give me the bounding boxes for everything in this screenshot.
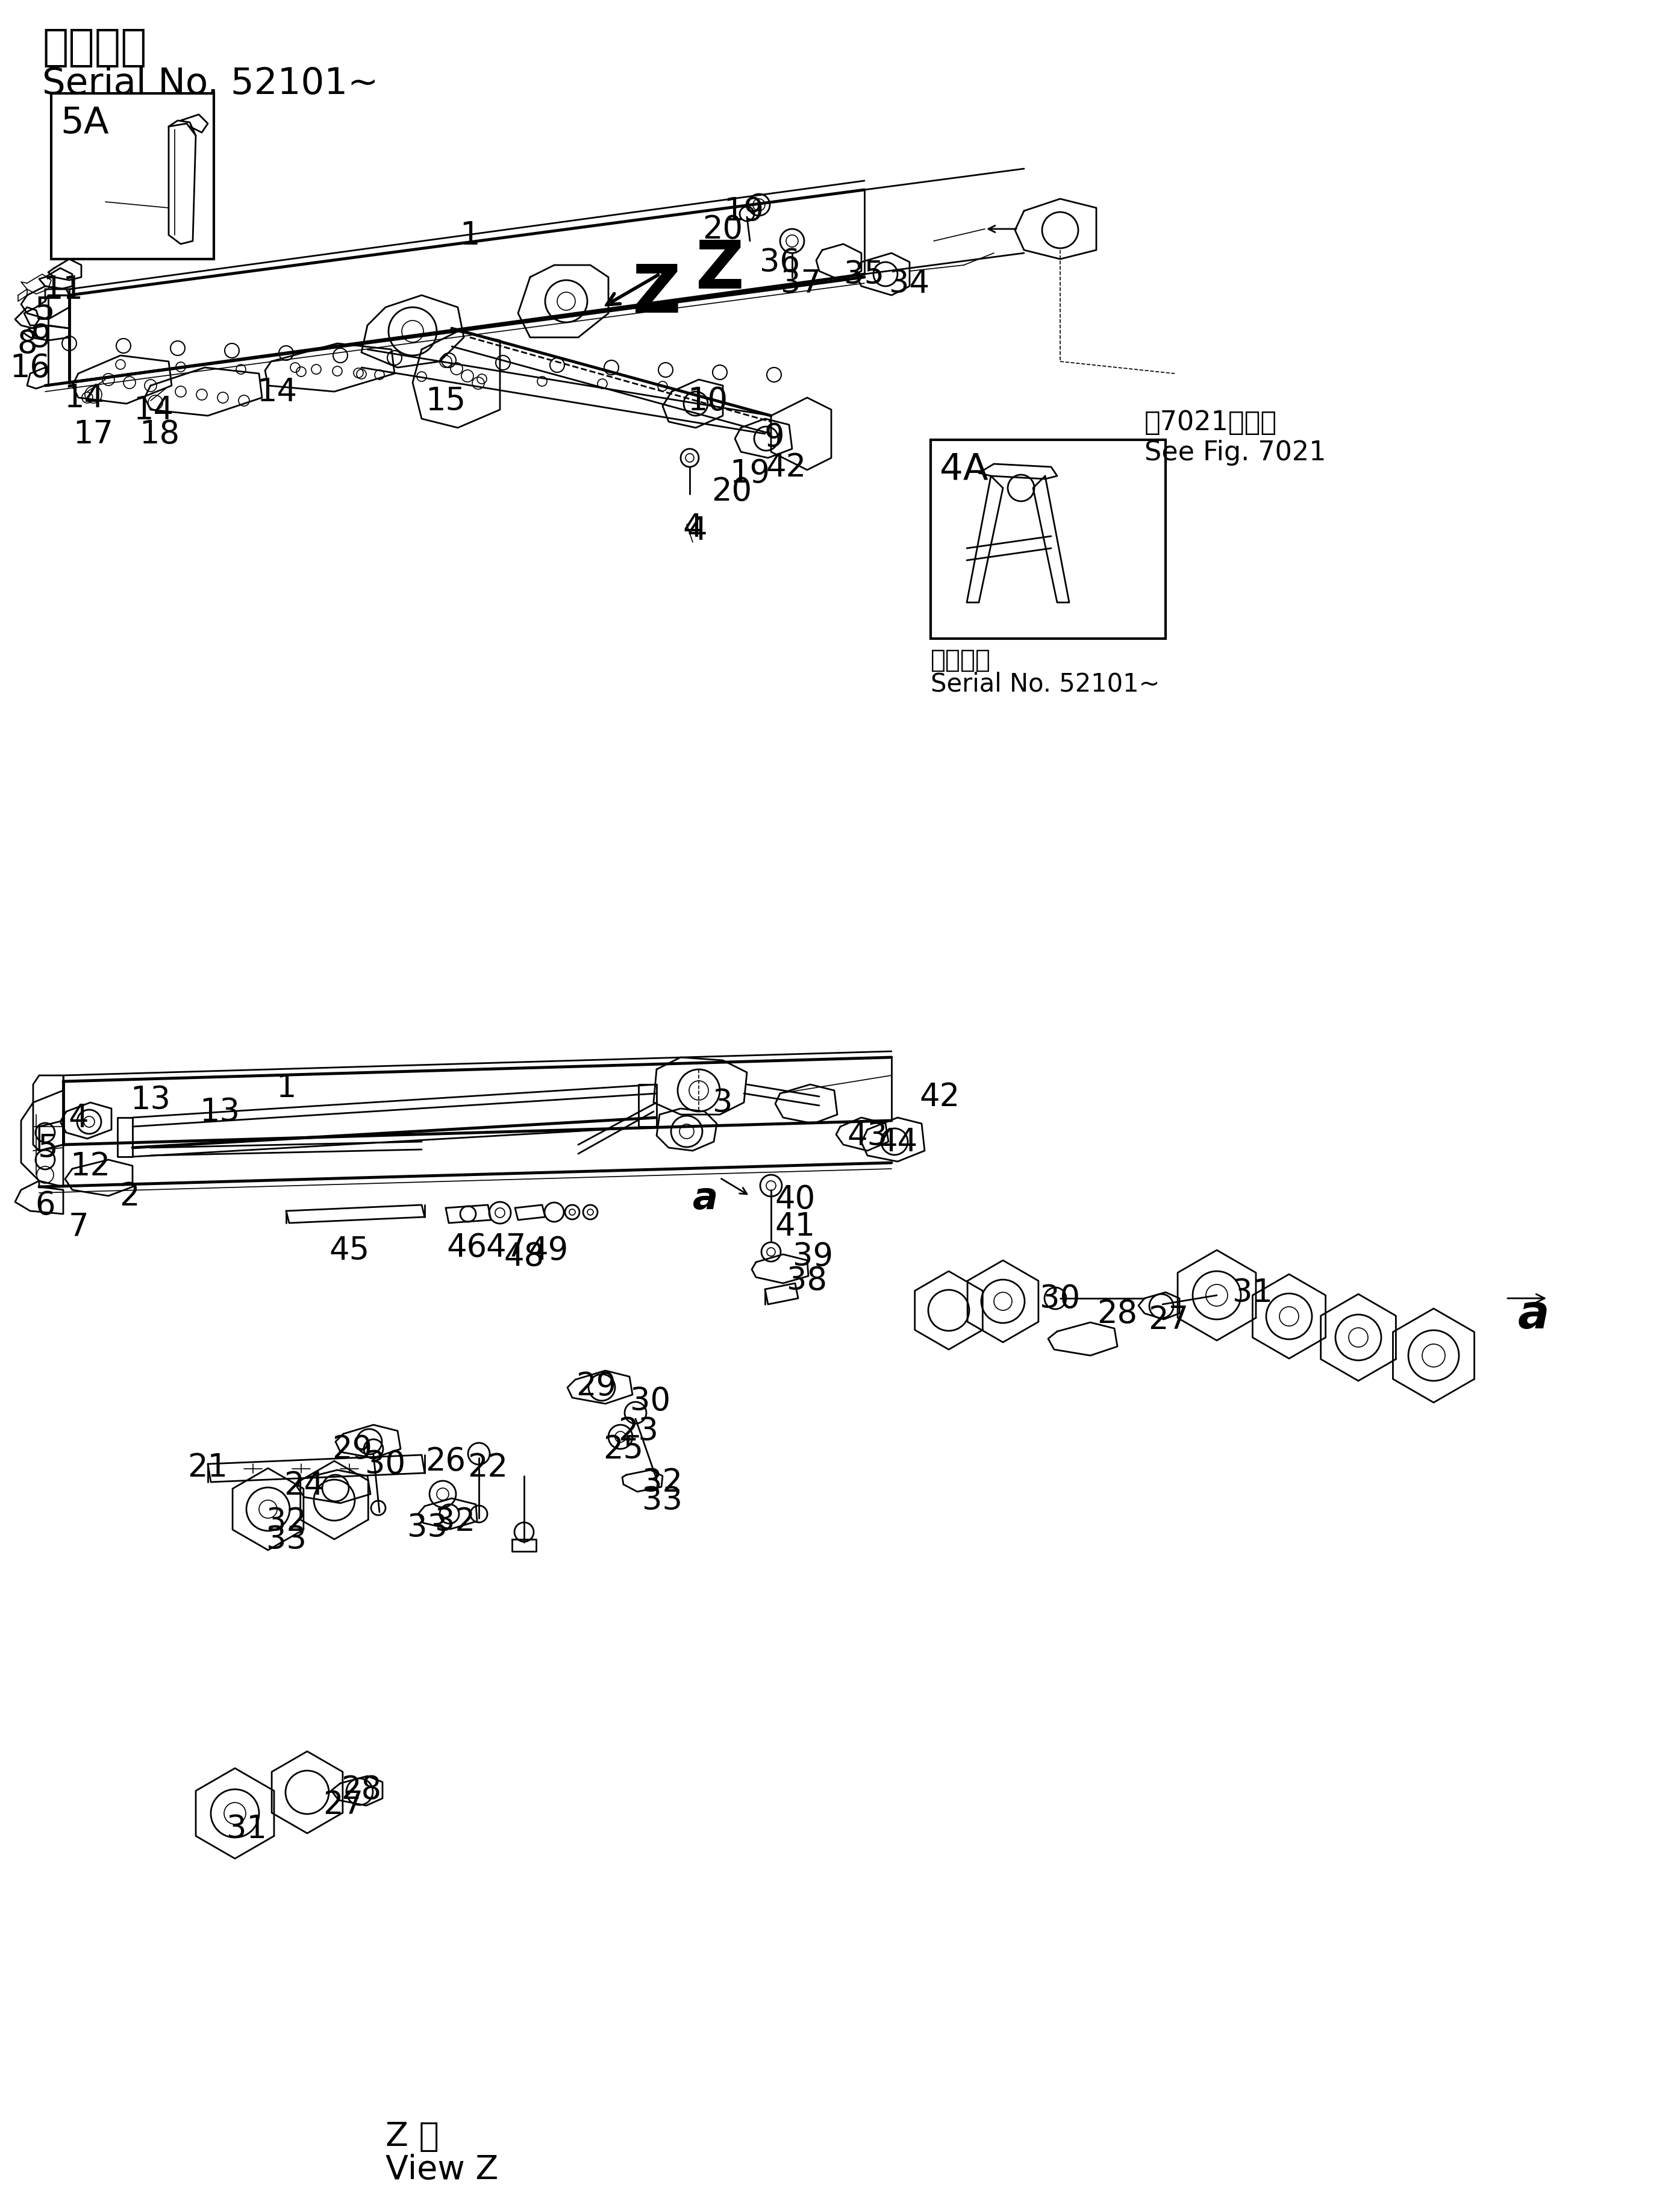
Text: 37: 37 [781,267,822,300]
Text: 1: 1 [276,1073,296,1104]
Text: 32: 32 [435,1506,475,1537]
Text: 31: 31 [227,1813,267,1844]
Text: 20: 20 [712,477,753,508]
Text: Z: Z [632,263,680,327]
Text: 27: 27 [1149,1305,1189,1336]
Text: View Z: View Z [385,2153,499,2186]
Text: 10: 10 [687,386,727,417]
Text: a: a [692,1181,717,1217]
Text: 16: 16 [10,353,50,384]
Text: Serial No. 52101~: Serial No. 52101~ [931,671,1159,698]
Text: 35: 35 [843,258,885,291]
Text: 29: 29 [576,1371,617,1402]
Text: 17: 17 [74,420,114,450]
Text: 28: 28 [341,1775,381,1806]
Bar [931,439,1166,638]
Text: 4: 4 [687,514,707,545]
Text: 適用号機: 適用号機 [42,26,146,68]
Text: 43: 43 [847,1122,887,1153]
Text: 2: 2 [119,1181,139,1212]
Text: 47: 47 [486,1232,526,1263]
Text: 3: 3 [712,1086,732,1119]
Text: 44: 44 [877,1126,917,1157]
Text: 1: 1 [460,221,480,252]
Text: 26: 26 [425,1446,465,1477]
Text: Z: Z [696,238,744,302]
Text: 12: 12 [71,1150,111,1181]
Text: 5A: 5A [60,106,109,141]
Text: 第7021図参照: 第7021図参照 [1144,411,1277,435]
Text: 13: 13 [200,1097,240,1128]
Text: 30: 30 [365,1448,407,1479]
Text: 14: 14 [64,382,104,413]
Text: 34: 34 [889,267,929,300]
Text: 41: 41 [774,1210,815,1243]
Text: 33: 33 [642,1486,682,1517]
Text: 4A: 4A [939,453,988,488]
Text: 38: 38 [786,1265,827,1296]
Text: 20: 20 [702,214,743,245]
Text: See Fig. 7021: See Fig. 7021 [1144,439,1326,466]
Text: 7: 7 [69,1210,89,1243]
Text: 15: 15 [425,386,465,417]
Text: 30: 30 [630,1387,670,1418]
Text: 29: 29 [333,1433,373,1466]
Text: 8: 8 [17,329,37,360]
Text: 適用号機: 適用号機 [931,647,991,673]
Text: 22: 22 [467,1453,507,1484]
Text: 32: 32 [265,1506,306,1537]
Text: 19: 19 [724,197,764,227]
Text: 6: 6 [35,1190,55,1221]
Text: 30: 30 [1040,1283,1080,1314]
Text: 9: 9 [764,422,785,453]
Text: 27: 27 [323,1788,363,1822]
Text: 11: 11 [44,274,84,305]
Text: Z 視: Z 視 [385,2120,438,2153]
Text: 5: 5 [35,296,55,327]
Text: 42: 42 [919,1082,959,1113]
Text: 45: 45 [329,1234,370,1267]
Text: 32: 32 [642,1466,682,1499]
Text: 14: 14 [257,378,297,408]
Text: 23: 23 [618,1415,659,1446]
Text: 24: 24 [284,1471,324,1501]
Text: 31: 31 [1233,1276,1273,1309]
Bar [50,93,213,258]
Text: 28: 28 [1097,1298,1137,1329]
Text: 14: 14 [133,395,173,426]
Text: 5: 5 [39,1133,59,1164]
Text: 48: 48 [504,1241,544,1272]
Text: 33: 33 [265,1524,306,1557]
Text: 18: 18 [139,420,180,450]
Text: 4: 4 [682,512,702,543]
Text: 9: 9 [30,322,50,353]
Text: 33: 33 [408,1512,449,1543]
Text: Serial No. 52101~: Serial No. 52101~ [42,66,378,102]
Text: 39: 39 [793,1241,833,1272]
Text: 4: 4 [69,1102,89,1135]
Text: 25: 25 [603,1433,643,1466]
Text: 46: 46 [447,1232,487,1263]
Text: 49: 49 [528,1234,568,1267]
Text: 21: 21 [188,1453,228,1484]
Text: 36: 36 [759,247,800,278]
Text: 19: 19 [729,457,769,490]
Text: a: a [1519,1292,1549,1338]
Text: 13: 13 [131,1084,171,1115]
Text: 42: 42 [766,453,806,484]
Text: 40: 40 [774,1183,815,1214]
